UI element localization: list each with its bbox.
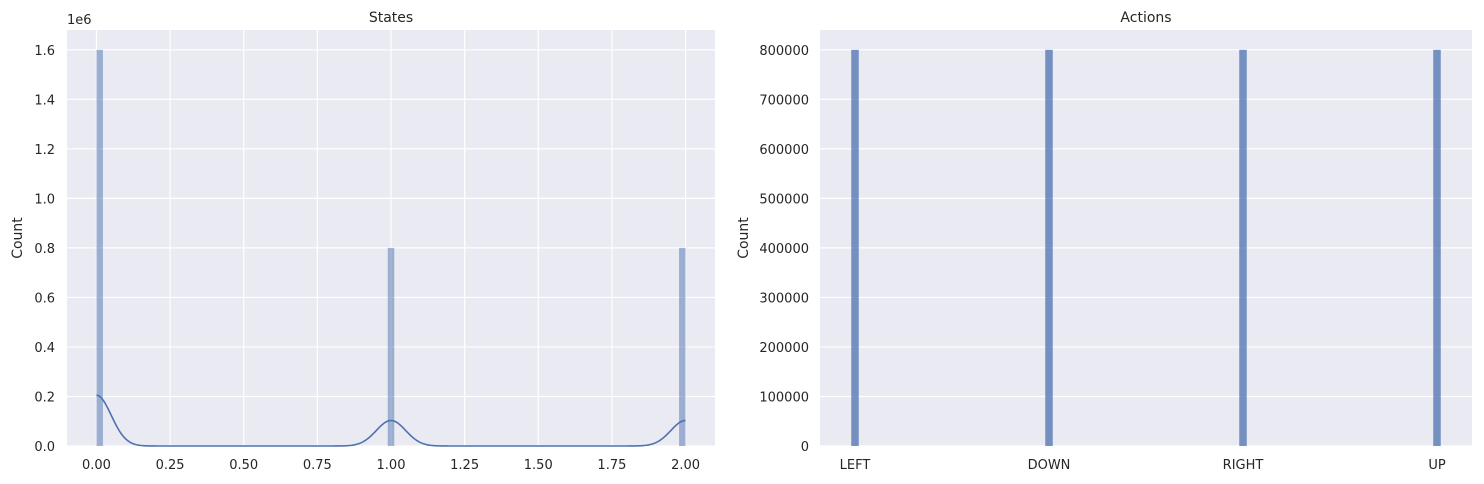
states-y-tick-label: 1.0 xyxy=(34,192,55,207)
actions-y-tick-label: 200000 xyxy=(759,341,809,356)
actions-y-tick-label: 300000 xyxy=(759,291,809,306)
actions-chart: LEFT DOWN RIGHT UP 0 100000 200000 300000 40000… xyxy=(736,10,1472,473)
actions-y-tick-label: 0 xyxy=(801,440,809,455)
actions-bar xyxy=(1433,49,1441,447)
states-y-tick-label: 0.6 xyxy=(34,291,55,306)
states-x-tick-label: 1.00 xyxy=(377,458,406,473)
states-histogram-bar xyxy=(96,49,103,447)
states-y-tick-label: 0.8 xyxy=(34,242,55,257)
actions-y-tick-label: 700000 xyxy=(759,93,809,108)
states-y-tick-label: 0.2 xyxy=(34,390,55,405)
actions-y-tick-labels: 0 100000 200000 300000 400000 500000 600000 700… xyxy=(759,44,809,455)
actions-gridlines xyxy=(820,49,1472,447)
states-x-tick-label: 2.00 xyxy=(671,458,700,473)
states-y-tick-label: 1.6 xyxy=(34,44,55,59)
states-y-tick-label: 0.4 xyxy=(34,341,55,356)
actions-bars xyxy=(851,49,1441,447)
states-x-tick-label: 0.00 xyxy=(82,458,111,473)
actions-bar xyxy=(851,49,859,447)
actions-y-tick-label: 800000 xyxy=(759,44,809,59)
actions-chart-title: Actions xyxy=(1120,10,1171,26)
states-x-tick-label: 1.25 xyxy=(450,458,479,473)
states-x-tick-label: 0.25 xyxy=(156,458,185,473)
states-y-tick-label: 1.4 xyxy=(34,93,55,108)
states-y-offset-label: 1e6 xyxy=(67,13,92,28)
states-x-tick-label: 0.75 xyxy=(303,458,332,473)
states-histogram-bar xyxy=(387,247,395,446)
actions-y-tick-label: 600000 xyxy=(759,143,809,158)
states-x-tick-label: 1.50 xyxy=(524,458,553,473)
actions-x-tick-label: RIGHT xyxy=(1223,458,1264,473)
states-y-tick-label: 0.0 xyxy=(34,440,55,455)
states-histogram-bar xyxy=(679,247,686,446)
states-y-axis-label: Count xyxy=(10,217,26,259)
actions-bar xyxy=(1045,49,1053,447)
actions-y-tick-label: 100000 xyxy=(759,390,809,405)
states-kde-line xyxy=(96,394,686,447)
states-y-tick-label: 1.2 xyxy=(34,143,55,158)
actions-bar xyxy=(1239,49,1247,447)
states-chart: 0.00 0.25 0.50 0.75 1.00 1.25 1.50 1.75 2.00 0.0… xyxy=(10,10,715,473)
actions-y-tick-label: 500000 xyxy=(759,192,809,207)
actions-x-tick-label: DOWN xyxy=(1028,458,1071,473)
actions-y-axis-label: Count xyxy=(736,217,752,259)
states-histogram-bars xyxy=(96,49,686,447)
states-x-tick-label: 0.50 xyxy=(229,458,258,473)
states-x-tick-label: 1.75 xyxy=(597,458,626,473)
actions-y-tick-label: 400000 xyxy=(759,242,809,257)
actions-plot-area xyxy=(820,30,1472,446)
actions-x-tick-label: UP xyxy=(1428,458,1446,473)
states-y-tick-labels: 0.0 0.2 0.4 0.6 0.8 1.0 1.2 1.4 1.6 xyxy=(34,44,55,455)
states-chart-title: States xyxy=(369,10,413,26)
actions-x-tick-labels: LEFT DOWN RIGHT UP xyxy=(840,458,1446,473)
states-x-tick-labels: 0.00 0.25 0.50 0.75 1.00 1.25 1.50 1.75 2.00 xyxy=(82,458,700,473)
actions-x-tick-label: LEFT xyxy=(840,458,871,473)
